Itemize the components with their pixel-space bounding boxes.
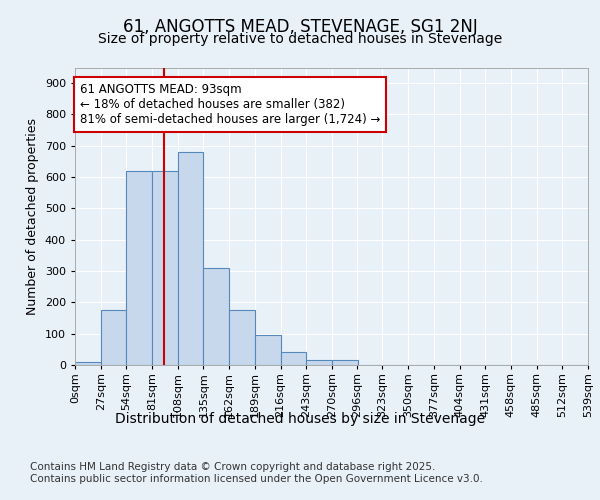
- Bar: [332, 360, 358, 365]
- Text: Distribution of detached houses by size in Stevenage: Distribution of detached houses by size …: [115, 412, 485, 426]
- Bar: [75, 362, 101, 365]
- Text: Contains HM Land Registry data © Crown copyright and database right 2025.
Contai: Contains HM Land Registry data © Crown c…: [30, 462, 483, 484]
- Bar: [306, 360, 332, 365]
- Bar: [178, 152, 203, 365]
- Y-axis label: Number of detached properties: Number of detached properties: [26, 118, 39, 315]
- Bar: [152, 171, 178, 365]
- Bar: [255, 335, 281, 365]
- Text: 61 ANGOTTS MEAD: 93sqm
← 18% of detached houses are smaller (382)
81% of semi-de: 61 ANGOTTS MEAD: 93sqm ← 18% of detached…: [80, 83, 380, 126]
- Bar: [203, 268, 229, 365]
- Text: Size of property relative to detached houses in Stevenage: Size of property relative to detached ho…: [98, 32, 502, 46]
- Bar: [281, 352, 306, 365]
- Bar: [101, 310, 127, 365]
- Text: 61, ANGOTTS MEAD, STEVENAGE, SG1 2NJ: 61, ANGOTTS MEAD, STEVENAGE, SG1 2NJ: [122, 18, 478, 36]
- Bar: [127, 171, 152, 365]
- Bar: [229, 310, 255, 365]
